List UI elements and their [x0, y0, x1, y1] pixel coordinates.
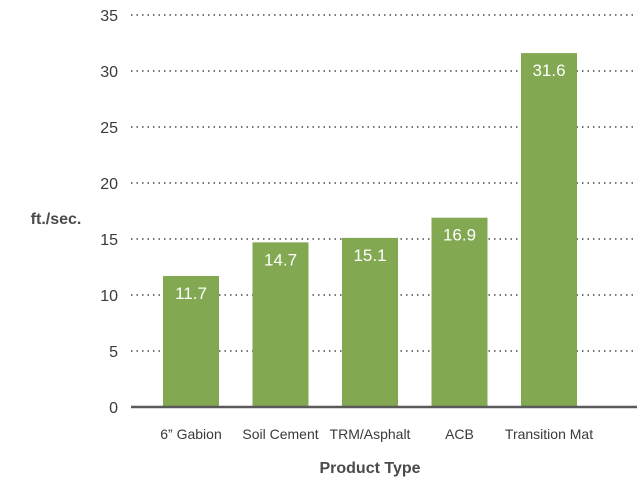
x-tick-label: Soil Cement: [242, 426, 318, 442]
x-tick-label: 6” Gabion: [160, 426, 221, 442]
bars: 11.7 14.7 15.1 16.9 31.6: [163, 53, 577, 408]
y-tick-label: 5: [109, 344, 118, 361]
bar: [521, 53, 577, 408]
bar: [342, 237, 398, 407]
bar-value-label: 14.7: [264, 250, 297, 269]
y-tick-label: 30: [100, 64, 118, 81]
y-tick-labels: 0 5 10 15 20 25 30 35: [100, 8, 118, 417]
x-tick-label: Transition Mat: [505, 426, 593, 442]
y-tick-label: 25: [100, 120, 118, 137]
bar: [431, 217, 488, 407]
x-tick-label: TRM/Asphalt: [330, 426, 411, 442]
y-tick-label: 20: [100, 176, 118, 193]
y-tick-label: 35: [100, 8, 118, 25]
y-tick-label: 15: [100, 232, 118, 249]
bar-value-label: 16.9: [443, 226, 476, 245]
bar-value-label: 11.7: [175, 284, 207, 303]
y-axis-title: ft./sec.: [31, 211, 82, 228]
bar: [163, 275, 219, 407]
x-tick-labels: 6” Gabion Soil Cement TRM/Asphalt ACB Transi…: [160, 426, 593, 442]
bar-value-label: 31.6: [532, 61, 565, 80]
bar-value-label: 15.1: [353, 246, 386, 265]
bar: [252, 242, 309, 407]
x-axis-title: Product Type: [319, 460, 420, 477]
y-tick-label: 0: [109, 400, 118, 417]
y-tick-label: 10: [100, 288, 118, 305]
x-tick-label: ACB: [445, 426, 474, 442]
